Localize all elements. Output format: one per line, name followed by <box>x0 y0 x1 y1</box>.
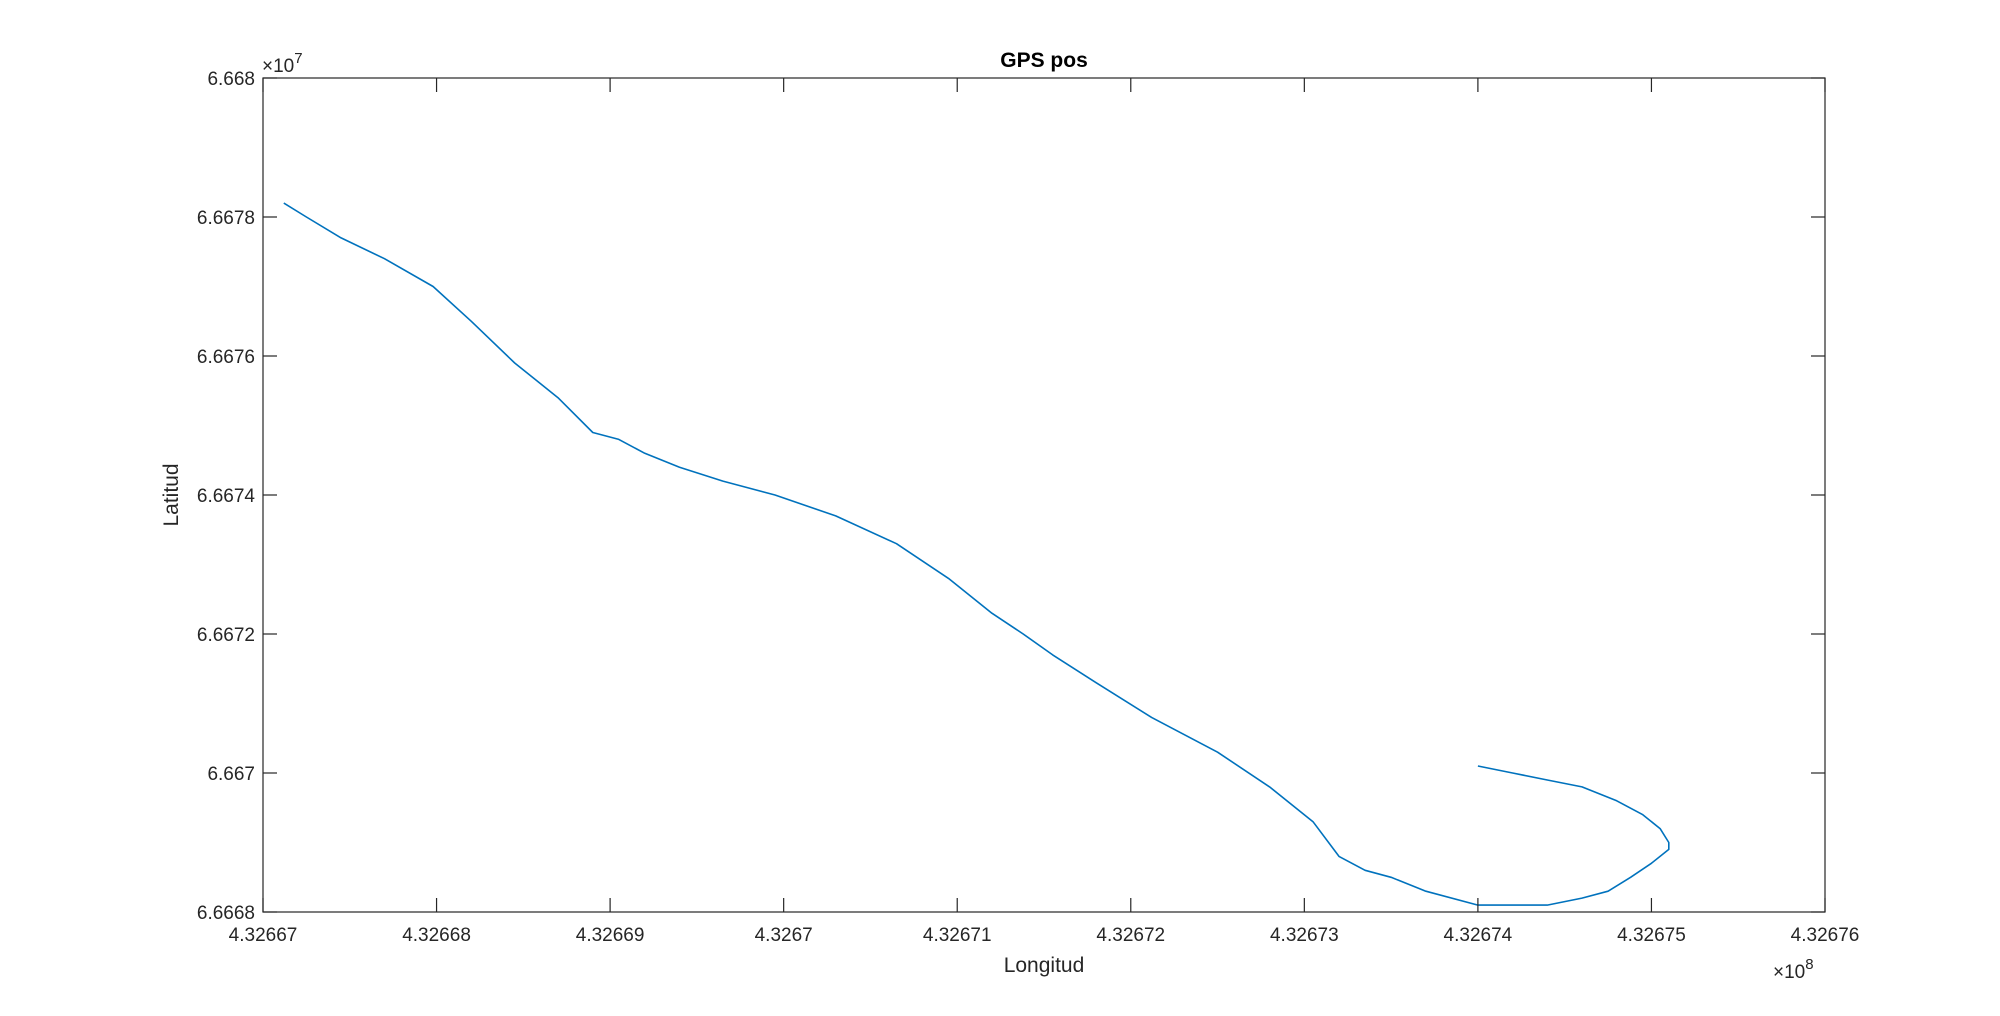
x-tick-label: 4.32673 <box>1270 925 1339 946</box>
axes-box <box>262 77 1826 913</box>
y-tick-label: 6.6676 <box>197 347 255 368</box>
y-axis-label: Latitud <box>160 463 183 526</box>
y-tick-label: 6.668 <box>207 69 255 90</box>
tick-layer: 4.32667 4.32668 4.32669 4.3267 4.32671 4.3267… <box>197 69 1859 946</box>
y-exponent-label: ×107 <box>262 50 303 77</box>
plot-area <box>263 78 1825 912</box>
x-tick-label: 4.32674 <box>1444 925 1513 946</box>
x-tick-label: 4.32668 <box>402 925 471 946</box>
x-axis-label: Longitud <box>1004 954 1085 977</box>
y-tick-label: 6.6674 <box>197 486 256 507</box>
x-exponent-label: ×108 <box>1773 956 1814 983</box>
y-tick-label: 6.6672 <box>197 625 255 646</box>
x-tick-label: 4.32669 <box>576 925 645 946</box>
chart-title: GPS pos <box>1000 49 1088 72</box>
y-tick-label: 6.667 <box>207 764 255 785</box>
x-tick-label: 4.32667 <box>229 925 298 946</box>
x-tick-label: 4.32671 <box>923 925 992 946</box>
x-tick-label: 4.32676 <box>1791 925 1860 946</box>
x-tick-label: 4.32672 <box>1096 925 1165 946</box>
data-layer <box>283 202 1670 906</box>
y-tick-label: 6.6668 <box>197 903 255 924</box>
x-tick-label: 4.32675 <box>1617 925 1686 946</box>
gps-track-line <box>283 202 1670 906</box>
y-tick-label: 6.6678 <box>197 208 255 229</box>
x-tick-label: 4.3267 <box>755 925 813 946</box>
